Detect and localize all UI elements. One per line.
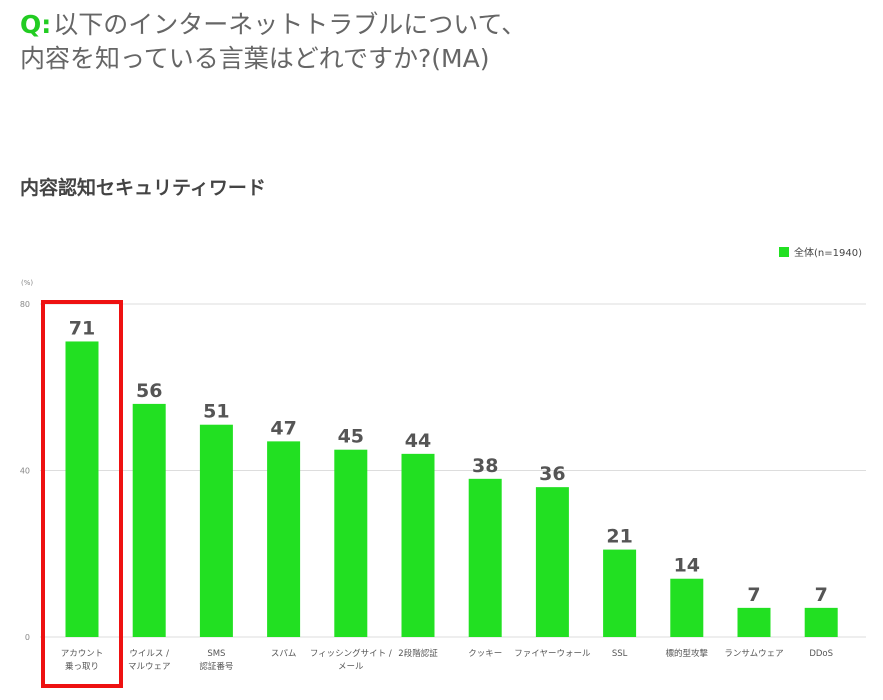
x-category-label: 乗っ取り <box>65 661 99 672</box>
x-category-label: フィッシングサイト / <box>310 648 392 659</box>
bar-value-label: 36 <box>539 463 565 485</box>
bar-value-label: 38 <box>472 455 498 477</box>
bar-value-label: 21 <box>606 526 632 548</box>
bar <box>334 449 368 637</box>
x-category-label: アカウント <box>61 649 104 659</box>
question-prefix: Q: <box>20 10 52 39</box>
y-tick-label: 80 <box>20 300 30 309</box>
x-category-label: スパム <box>271 649 297 659</box>
chart-title: 内容認知セキュリティワード <box>20 177 266 199</box>
y-tick-label: 0 <box>25 633 30 642</box>
bar-value-label: 7 <box>815 584 828 606</box>
x-category-label: クッキー <box>468 649 502 659</box>
x-category-label: ファイヤーウォール <box>514 649 591 659</box>
bar <box>65 341 99 637</box>
bar-value-label: 14 <box>674 555 700 577</box>
x-category-label: DDoS <box>809 649 833 659</box>
x-category-label: 標的型攻撃 <box>666 648 709 659</box>
question-line-1: Q:以下のインターネットトラブルについて、 <box>20 8 526 42</box>
x-category-label: 2段階認証 <box>398 648 438 659</box>
y-axis-unit: (%) <box>21 279 33 287</box>
bar <box>401 453 435 637</box>
bar <box>267 441 301 637</box>
bar <box>670 578 704 637</box>
bar-value-label: 56 <box>136 380 162 402</box>
bar-value-label: 44 <box>405 430 431 452</box>
question-line-2: 内容を知っている言葉はどれですか?(MA) <box>20 44 490 73</box>
bar <box>132 403 166 637</box>
x-category-label: ランサムウェア <box>724 649 783 659</box>
bar <box>199 424 233 637</box>
x-category-label: SSL <box>612 649 628 659</box>
x-category-label: SMS <box>207 649 225 659</box>
x-category-label: ウイルス / <box>129 649 169 659</box>
bar-value-label: 71 <box>69 317 95 339</box>
legend-label: 全体(n=1940) <box>794 246 862 259</box>
bar-value-label: 45 <box>338 426 364 448</box>
x-category-label: メール <box>338 662 364 672</box>
x-category-label: マルウェア <box>128 662 171 672</box>
y-tick-label: 40 <box>20 467 30 476</box>
question-text-1: 以下のインターネットトラブルについて、 <box>53 10 527 39</box>
bar-value-label: 47 <box>270 417 296 439</box>
question-heading: Q:以下のインターネットトラブルについて、 内容を知っている言葉はどれですか?(… <box>20 8 526 76</box>
bar <box>603 549 637 637</box>
bar <box>468 478 502 637</box>
legend-swatch <box>779 247 789 257</box>
bar-value-label: 7 <box>747 584 760 606</box>
x-category-label: 認証番号 <box>199 661 233 672</box>
bar <box>535 487 569 637</box>
bar <box>737 607 771 637</box>
bar-value-label: 51 <box>203 401 229 423</box>
highlight-box <box>41 300 123 688</box>
bar <box>804 607 838 637</box>
